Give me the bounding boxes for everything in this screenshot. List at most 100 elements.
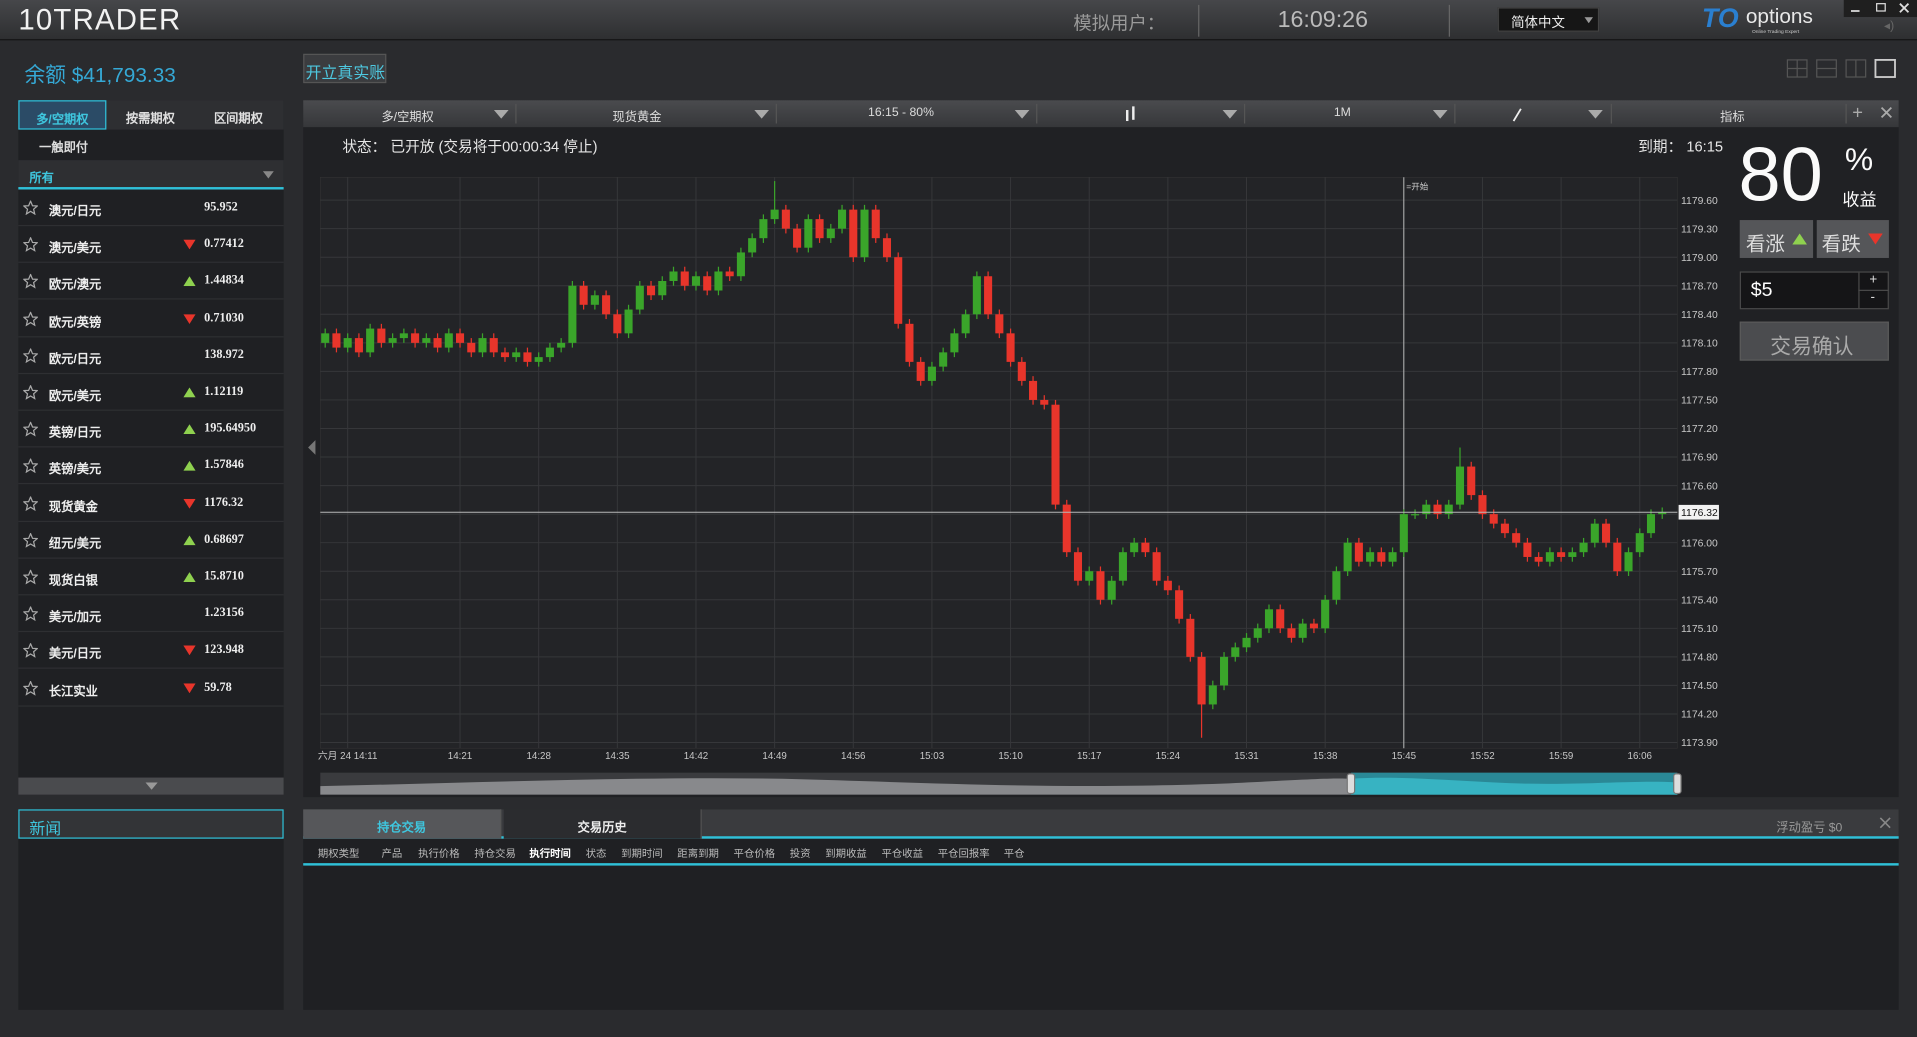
asset-price: 1.57846 xyxy=(204,458,244,473)
asset-row[interactable]: 美元/加元 1.23156 xyxy=(18,596,284,633)
favorite-star[interactable] xyxy=(23,422,38,437)
candle-body xyxy=(478,338,487,353)
subtab[interactable]: 一触即付 xyxy=(39,141,89,156)
column-header[interactable]: 状态 xyxy=(585,847,607,860)
increase[interactable]: + xyxy=(1869,272,1878,288)
column-header[interactable]: 持仓交易 xyxy=(474,847,516,860)
candle-body xyxy=(804,219,813,248)
window-controls[interactable] xyxy=(1843,0,1917,18)
open-real-account[interactable]: 开立真实账 xyxy=(303,53,387,84)
column-header[interactable]: 平仓 xyxy=(1003,847,1025,860)
asset-row[interactable]: 英镑/美元 1.57846 xyxy=(18,448,284,485)
column-header[interactable]: 执行时间 xyxy=(529,847,571,860)
asset-row[interactable]: 欧元/澳元 1.44834 xyxy=(18,263,284,301)
trade-status: 状态： 已开放 (交易将于00:00:34 停止) xyxy=(342,138,598,156)
asset-name: 英镑/美元 xyxy=(48,463,102,478)
favorite-star[interactable] xyxy=(23,643,38,659)
asset-name: 英镑/日元 xyxy=(48,426,102,441)
y-tick-label: 1174.20 xyxy=(1681,710,1718,721)
put-button[interactable]: 看跌 xyxy=(1816,220,1889,258)
add-chart[interactable]: + xyxy=(1852,102,1863,124)
favorite-star[interactable] xyxy=(23,532,38,548)
asset-price: 1176.32 xyxy=(204,495,244,510)
indicators[interactable]: 指标 xyxy=(1720,111,1745,125)
asset-row[interactable]: 欧元/英镑 0.71030 xyxy=(18,300,284,337)
column-header[interactable]: 平仓收益 xyxy=(881,847,924,860)
navigator-area xyxy=(320,778,1351,795)
amount-input[interactable]: $5 + - xyxy=(1739,271,1889,310)
favorite-star[interactable] xyxy=(23,606,38,622)
candle-body xyxy=(961,314,970,334)
column-header[interactable]: 期权类型 xyxy=(317,847,360,860)
asset-row[interactable]: 英镑/日元 195.64950 xyxy=(18,411,284,448)
candle-body xyxy=(1500,523,1509,534)
price-tag xyxy=(1678,504,1719,520)
collapse-arrow[interactable] xyxy=(306,438,318,458)
call-button[interactable]: 看涨 xyxy=(1739,220,1814,258)
logo: 10TRADER xyxy=(18,3,182,37)
asset-row[interactable]: 澳元/美元 0.77412 xyxy=(18,226,284,264)
trend-down xyxy=(183,645,196,656)
x-tick-label: 14:56 xyxy=(841,751,865,762)
confirm-button[interactable]: 交易确认 xyxy=(1739,321,1889,361)
period-select[interactable]: 1M xyxy=(1333,106,1351,120)
favorite-star[interactable] xyxy=(23,348,38,363)
option-tab[interactable]: 区间期权 xyxy=(194,100,282,129)
option-tab[interactable]: 按需期权 xyxy=(106,100,194,129)
expiry-select[interactable]: 16:15 - 80% xyxy=(868,106,934,120)
candle-body xyxy=(557,342,566,348)
column-header[interactable]: 距离到期 xyxy=(677,847,719,860)
favorite-star[interactable] xyxy=(23,385,38,400)
asset-row[interactable]: 纽元/美元 0.68697 xyxy=(18,522,284,559)
scroll-down xyxy=(145,782,158,790)
positions-tab[interactable]: 持仓交易 xyxy=(303,809,502,839)
asset-row[interactable]: 澳元/日元 95.952 xyxy=(18,189,284,227)
volume-icon[interactable]: ◂) xyxy=(1883,19,1895,34)
favorite-star[interactable] xyxy=(23,495,38,511)
candle-body xyxy=(602,295,611,315)
scroll-bar[interactable] xyxy=(18,777,284,795)
column-header[interactable]: 投资 xyxy=(789,847,811,860)
column-header[interactable]: 执行价格 xyxy=(418,847,460,860)
asset-select[interactable]: 现货黄金 xyxy=(612,111,662,125)
layout-icons[interactable] xyxy=(1785,57,1900,79)
favorite-star[interactable] xyxy=(23,311,38,326)
star-shape xyxy=(23,495,38,511)
language-select[interactable]: 简体中文 xyxy=(1497,7,1600,32)
column-header[interactable]: 到期时间 xyxy=(621,847,663,860)
favorite-star[interactable] xyxy=(23,458,38,474)
candle-body xyxy=(770,209,779,220)
favorite-star[interactable] xyxy=(23,569,38,585)
candle-body xyxy=(1208,685,1217,705)
asset-row[interactable]: 欧元/美元 1.12119 xyxy=(18,374,284,411)
favorite-star[interactable] xyxy=(23,237,38,253)
favorite-star[interactable] xyxy=(23,274,38,290)
decrease[interactable]: - xyxy=(1870,289,1876,305)
option-tab[interactable]: 多/空期权 xyxy=(18,100,107,130)
favorite-star[interactable] xyxy=(23,680,38,696)
star-shape xyxy=(23,643,38,659)
asset-row[interactable]: 现货黄金 1176.32 xyxy=(18,485,284,522)
filter[interactable]: 所有 xyxy=(18,160,284,190)
candle-body xyxy=(1242,637,1251,648)
positions-tab[interactable]: 交易历史 xyxy=(503,809,702,839)
candle-body xyxy=(815,219,824,239)
column-header[interactable]: 到期收益 xyxy=(825,847,867,860)
close-icon[interactable] xyxy=(1879,817,1891,829)
asset-price: 1.12119 xyxy=(204,385,244,399)
asset-row[interactable]: 欧元/日元 138.972 xyxy=(18,337,284,374)
asset-row[interactable]: 现货白银 15.8710 xyxy=(18,559,284,596)
asset-row[interactable]: 美元/日元 123.948 xyxy=(18,633,284,670)
candle-body xyxy=(568,285,577,343)
candle-body xyxy=(669,271,678,281)
candle-body xyxy=(1534,556,1543,562)
x-tick-label: 15:45 xyxy=(1392,751,1417,762)
asset-row[interactable]: 长江实业 59.78 xyxy=(18,669,284,707)
column-header[interactable]: 产品 xyxy=(381,847,403,860)
product-type[interactable]: 多/空期权 xyxy=(381,111,434,125)
candle-body xyxy=(1186,618,1195,657)
candle-body xyxy=(905,323,914,362)
column-header[interactable]: 平仓价格 xyxy=(733,847,776,860)
favorite-star[interactable] xyxy=(23,200,38,216)
column-header[interactable]: 平仓回报率 xyxy=(937,847,990,860)
